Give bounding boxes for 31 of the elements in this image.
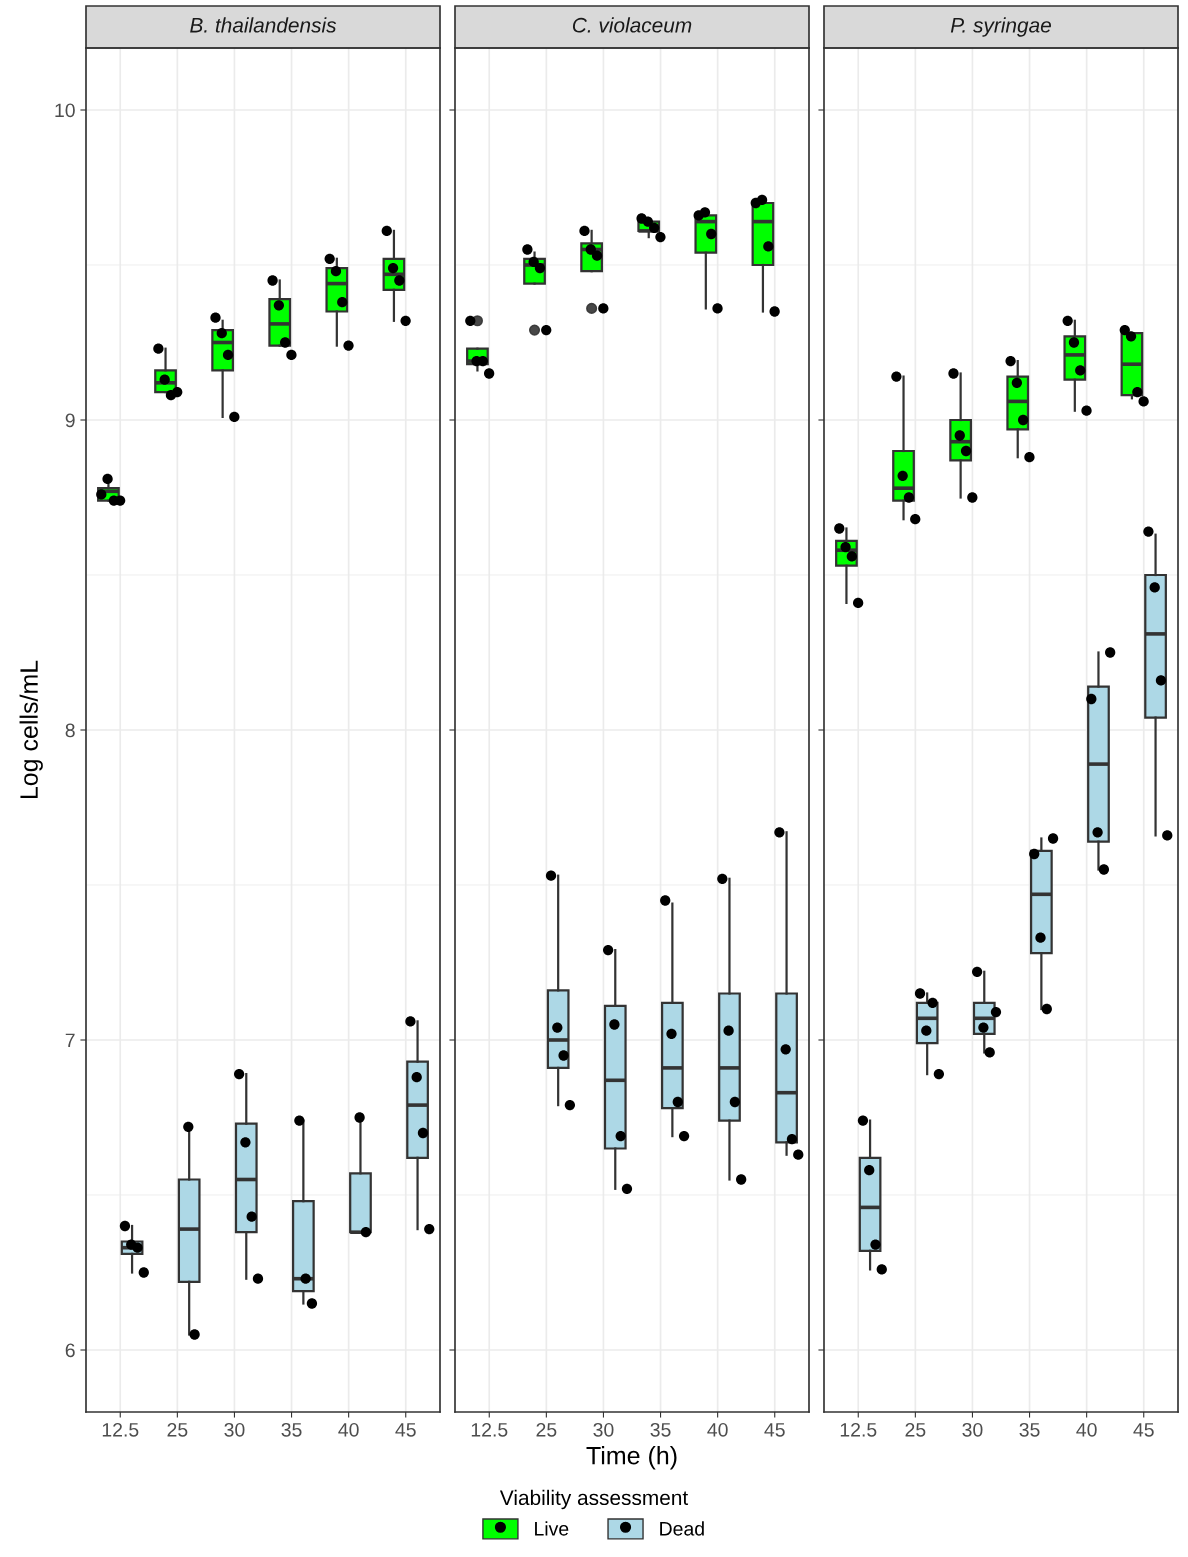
y-tick-label: 9 [65,413,75,428]
x-tick-label: 40 [707,1422,728,1437]
x-tick-label: 12.5 [471,1422,508,1437]
x-tick-label: 40 [338,1422,359,1437]
x-tick-label: 25 [905,1422,926,1437]
legend-label: Dead [660,1521,704,1536]
legend-title: Viability assessment [499,1489,689,1510]
x-tick-label: 25 [167,1422,188,1437]
y-tick-label: 7 [65,1033,75,1048]
y-tick-label: 6 [65,1343,75,1358]
legend-label: Live [535,1521,569,1536]
chart-title: B. thailandensis [190,17,337,33]
x-tick-label: 45 [1133,1423,1154,1437]
x-tick-label: 35 [281,1422,302,1437]
x-tick-label: 30 [962,1422,983,1437]
x-tick-label: 35 [1019,1422,1040,1437]
chart-title: C. violaceum [572,17,692,33]
y-tick-label: 10 [55,103,75,118]
x-tick-label: 45 [395,1423,416,1437]
chart-title: P. syringae [950,17,1051,37]
x-tick-label: 45 [764,1423,785,1437]
x-tick-label: 40 [1076,1422,1097,1437]
x-tick-label: 30 [224,1422,245,1437]
y-axis-title: Log cells/mL [19,660,43,799]
x-tick-label: 35 [650,1422,671,1437]
x-tick-label: 12.5 [102,1422,139,1437]
y-tick-label: 8 [65,723,75,738]
x-tick-label: 12.5 [840,1422,877,1437]
x-tick-label: 30 [593,1422,614,1437]
x-axis-title: Time (h) [586,1446,677,1470]
x-tick-label: 25 [536,1422,557,1437]
